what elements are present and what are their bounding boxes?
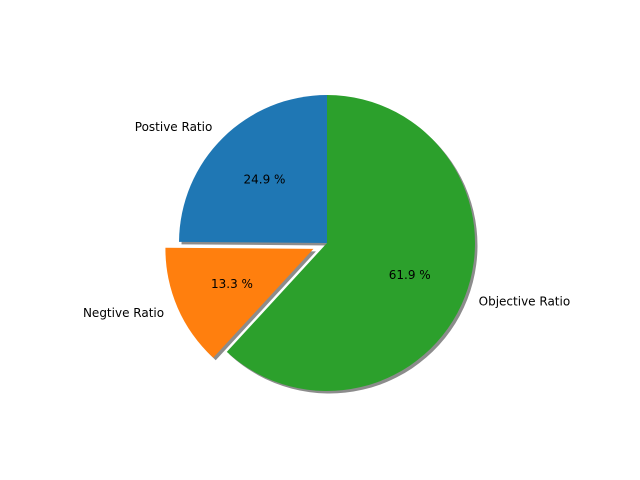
slice-objective-ratio (226, 95, 476, 391)
label-postive-ratio: Postive Ratio (135, 120, 213, 134)
pct-label-negtive-ratio: 13.3 % (211, 277, 253, 291)
label-negtive-ratio: Negtive Ratio (83, 306, 164, 320)
pct-label-postive-ratio: 24.9 % (243, 172, 285, 186)
pie-slices (165, 95, 476, 391)
label-objective-ratio: Objective Ratio (479, 295, 571, 309)
slice-labels: Postive Ratio 24.9 % Negtive Ratio 13.3 % Ob… (83, 120, 570, 320)
slice-negtive-ratio (165, 247, 314, 358)
slice-postive-ratio (179, 95, 327, 243)
pct-label-objective-ratio: 61.9 % (389, 268, 431, 282)
